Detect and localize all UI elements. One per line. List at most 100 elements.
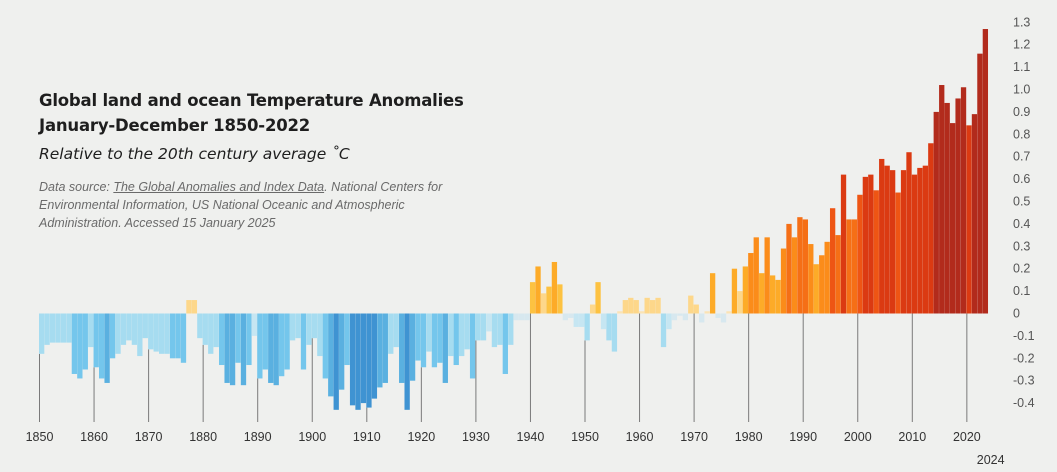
y-tick-label: -0.1 <box>1013 329 1035 343</box>
anomaly-bar <box>633 300 639 314</box>
anomaly-bar <box>491 313 498 348</box>
y-tick-label: -0.4 <box>1013 396 1035 410</box>
anomaly-bar <box>900 170 907 314</box>
x-tick-label: 1870 <box>135 430 163 444</box>
anomaly-bar <box>459 313 465 357</box>
anomaly-bar <box>617 311 623 314</box>
anomaly-bar <box>175 313 181 359</box>
anomaly-bar <box>480 313 487 341</box>
y-tick-label: 1.0 <box>1013 83 1030 97</box>
anomaly-bar <box>704 311 710 314</box>
anomaly-bar <box>819 255 825 314</box>
anomaly-bar <box>889 170 896 314</box>
x-tick-label: 1930 <box>462 430 490 444</box>
x-tick-label: 1850 <box>26 430 54 444</box>
anomaly-bar <box>606 313 612 341</box>
anomaly-bar <box>49 313 56 343</box>
anomaly-bar <box>824 241 830 314</box>
anomaly-bar <box>906 152 912 314</box>
anomaly-bar <box>115 313 121 354</box>
chart-subtitle: Relative to the 20th century average ˚C <box>39 145 350 163</box>
anomaly-bar <box>753 237 759 314</box>
anomaly-bar <box>409 313 416 381</box>
anomaly-bar <box>955 98 961 314</box>
anomaly-bar <box>497 313 503 345</box>
anomaly-bar <box>148 313 154 350</box>
y-tick-label: 0.6 <box>1013 172 1030 186</box>
anomaly-bar <box>420 313 427 368</box>
anomaly-bar <box>469 313 476 379</box>
x-tick-label: 1920 <box>407 430 435 444</box>
x-tick-label: 1970 <box>680 430 708 444</box>
anomaly-bar <box>628 297 634 314</box>
anomaly-bar <box>213 313 219 348</box>
anomaly-bar <box>300 313 307 370</box>
anomaly-bar <box>431 313 438 368</box>
anomaly-bar <box>197 313 203 339</box>
anomaly-bar <box>186 300 192 314</box>
anomaly-bar <box>720 313 727 323</box>
anomaly-bar <box>39 313 45 354</box>
anomaly-bar <box>649 300 656 314</box>
anomaly-bar <box>644 297 650 314</box>
anomaly-bar <box>524 313 530 321</box>
anomaly-bar <box>262 313 268 370</box>
anomaly-bar <box>748 253 754 314</box>
anomaly-bar <box>759 273 765 314</box>
anomaly-bar <box>764 237 770 314</box>
anomaly-bar <box>229 313 236 386</box>
anomaly-bar <box>513 313 519 321</box>
anomaly-bar <box>426 313 432 352</box>
y-tick-label: 0.7 <box>1013 150 1030 164</box>
anomaly-bar <box>508 313 514 345</box>
source-link[interactable]: The Global Anomalies and Index Data <box>113 180 325 194</box>
anomaly-bar <box>311 313 318 339</box>
anomaly-bar <box>377 313 383 388</box>
y-tick-label: 1.2 <box>1013 38 1030 52</box>
anomaly-bar <box>475 313 481 341</box>
anomaly-bar <box>846 219 852 314</box>
anomaly-bar <box>60 313 67 343</box>
anomaly-bar <box>169 313 176 359</box>
anomaly-bar <box>55 313 61 343</box>
anomaly-bar <box>360 313 367 404</box>
anomaly-bar <box>502 313 508 374</box>
source-prefix: Data source: <box>39 180 114 194</box>
anomaly-bar <box>349 313 356 406</box>
anomaly-bar <box>579 313 585 327</box>
anomaly-bar <box>895 192 901 314</box>
anomaly-bar <box>786 223 792 314</box>
anomaly-bar <box>928 143 934 314</box>
anomaly-bar <box>688 295 694 314</box>
anomaly-bar <box>660 313 667 348</box>
anomaly-bar <box>289 313 296 341</box>
anomaly-bar <box>797 217 803 314</box>
anomaly-bar <box>448 313 454 357</box>
anomaly-bar <box>742 266 748 314</box>
y-tick-label: 0.3 <box>1013 239 1030 253</box>
anomaly-bar <box>791 237 798 314</box>
y-tick-label: -0.3 <box>1013 374 1035 388</box>
anomaly-bar <box>802 219 808 314</box>
anomaly-bar <box>109 313 116 359</box>
anomaly-bar <box>126 313 132 341</box>
anomaly-bar <box>726 311 732 314</box>
anomaly-bar <box>399 313 405 383</box>
x-tick-label: 1900 <box>298 430 326 444</box>
anomaly-bar <box>273 313 279 386</box>
anomaly-bar <box>737 291 743 314</box>
anomaly-bar <box>344 313 350 366</box>
anomaly-bar <box>180 313 187 363</box>
anomaly-bar <box>780 248 787 314</box>
x-tick-label: 1990 <box>789 430 817 444</box>
anomaly-bar <box>949 123 956 314</box>
anomaly-bar <box>284 313 290 370</box>
anomaly-bar <box>911 174 918 314</box>
y-tick-label: 0.2 <box>1013 262 1030 276</box>
anomaly-bar <box>322 313 328 379</box>
anomaly-bar <box>977 53 983 314</box>
anomaly-bar <box>317 313 323 357</box>
x-tick-label: 1980 <box>735 430 763 444</box>
anomaly-bar <box>884 165 890 314</box>
anomaly-bar <box>557 284 563 314</box>
